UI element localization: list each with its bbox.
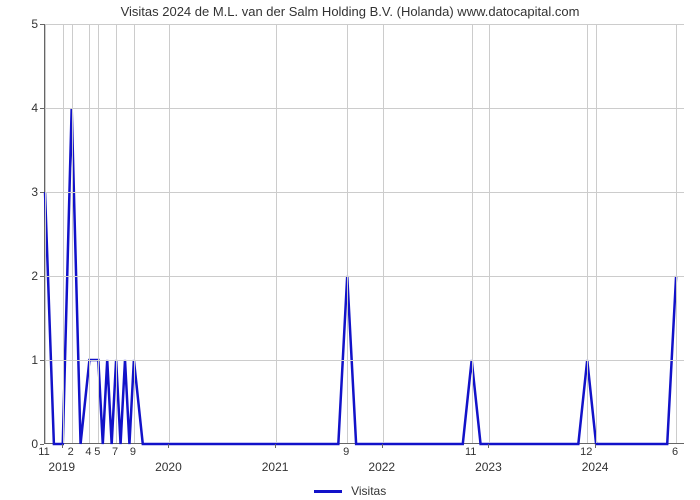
y-tick-label: 5 xyxy=(8,17,38,31)
y-tick-mark xyxy=(40,192,44,193)
x-month-label: 2 xyxy=(68,446,74,458)
vgrid-line xyxy=(169,24,170,443)
x-month-label: 11 xyxy=(465,446,476,458)
plot-area xyxy=(44,24,684,444)
line-series xyxy=(45,24,685,444)
x-year-label: 2024 xyxy=(582,460,609,474)
vgrid-line xyxy=(63,24,64,443)
y-tick-label: 2 xyxy=(8,269,38,283)
vgrid-line xyxy=(383,24,384,443)
y-tick-mark xyxy=(40,24,44,25)
vgrid-line xyxy=(116,24,117,443)
vgrid-line xyxy=(276,24,277,443)
x-month-label: 9 xyxy=(343,446,349,458)
x-month-label: 4 xyxy=(85,446,91,458)
vgrid-line xyxy=(472,24,473,443)
x-year-label: 2020 xyxy=(155,460,182,474)
chart-container: Visitas 2024 de M.L. van der Salm Holdin… xyxy=(0,0,700,500)
legend-label: Visitas xyxy=(351,484,386,498)
x-month-label: 9 xyxy=(130,446,136,458)
y-tick-label: 1 xyxy=(8,353,38,367)
x-tick-mark xyxy=(488,444,489,448)
x-year-label: 2021 xyxy=(262,460,289,474)
vgrid-line xyxy=(134,24,135,443)
vgrid-line xyxy=(676,24,677,443)
y-tick-mark xyxy=(40,444,44,445)
x-tick-mark xyxy=(595,444,596,448)
x-month-label: 6 xyxy=(672,446,678,458)
x-tick-mark xyxy=(275,444,276,448)
x-tick-mark xyxy=(168,444,169,448)
y-tick-mark xyxy=(40,360,44,361)
x-year-label: 2022 xyxy=(368,460,395,474)
vgrid-line xyxy=(489,24,490,443)
legend-swatch xyxy=(314,490,342,493)
x-tick-mark xyxy=(382,444,383,448)
y-tick-mark xyxy=(40,276,44,277)
x-year-label: 2023 xyxy=(475,460,502,474)
vgrid-line xyxy=(72,24,73,443)
vgrid-line xyxy=(45,24,46,443)
y-tick-label: 4 xyxy=(8,101,38,115)
x-month-label: 11 xyxy=(38,446,49,458)
vgrid-line xyxy=(89,24,90,443)
y-tick-label: 0 xyxy=(8,437,38,451)
y-tick-label: 3 xyxy=(8,185,38,199)
legend: Visitas xyxy=(0,484,700,500)
y-tick-mark xyxy=(40,108,44,109)
x-month-label: 12 xyxy=(580,446,592,458)
vgrid-line xyxy=(98,24,99,443)
x-month-label: 5 xyxy=(94,446,100,458)
x-tick-mark xyxy=(62,444,63,448)
x-year-label: 2019 xyxy=(48,460,75,474)
vgrid-line xyxy=(587,24,588,443)
vgrid-line xyxy=(596,24,597,443)
x-month-label: 7 xyxy=(112,446,118,458)
chart-title: Visitas 2024 de M.L. van der Salm Holdin… xyxy=(0,0,700,19)
vgrid-line xyxy=(347,24,348,443)
